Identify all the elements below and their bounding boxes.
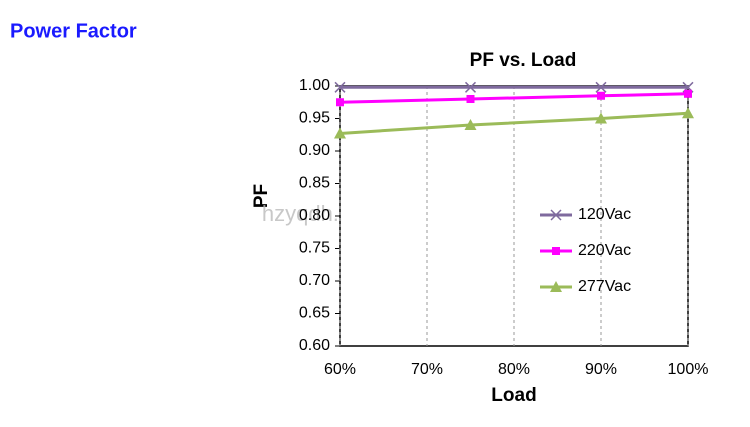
- y-tick-label: 0.80: [299, 207, 330, 224]
- marker: [552, 247, 560, 255]
- marker: [336, 98, 344, 107]
- legend-label: 277Vac: [578, 278, 631, 295]
- marker: [464, 119, 477, 130]
- y-tick-label: 0.70: [299, 272, 330, 289]
- marker: [550, 281, 562, 292]
- x-tick-label: 100%: [668, 361, 709, 378]
- x-tick-label: 70%: [411, 361, 443, 378]
- y-axis-label: PF: [251, 184, 272, 208]
- marker: [464, 81, 477, 93]
- marker: [466, 95, 475, 103]
- marker: [550, 209, 562, 221]
- marker: [595, 81, 607, 93]
- marker: [334, 81, 346, 93]
- legend-label: 120Vac: [578, 206, 631, 223]
- marker: [595, 112, 607, 124]
- y-tick-label: 0.75: [299, 240, 330, 257]
- y-tick-label: 1.00: [299, 77, 330, 94]
- x-tick-label: 80%: [498, 361, 530, 378]
- marker: [684, 89, 692, 98]
- y-tick-label: 0.85: [299, 175, 330, 192]
- legend-label: 220Vac: [578, 242, 631, 259]
- x-tick-label: 90%: [585, 361, 617, 378]
- chart-title: PF vs. Load: [470, 50, 577, 71]
- marker: [334, 127, 346, 139]
- marker: [682, 107, 694, 119]
- x-axis-label: Load: [491, 385, 536, 406]
- series-line: [339, 111, 689, 135]
- y-tick-label: 0.95: [299, 110, 330, 127]
- x-tick-label: 60%: [324, 361, 356, 378]
- y-tick-label: 0.60: [299, 337, 330, 354]
- marker: [597, 91, 605, 100]
- y-tick-label: 0.90: [299, 142, 330, 159]
- page-title: Power Factor: [10, 20, 137, 42]
- y-tick-label: 0.65: [299, 305, 330, 322]
- series-line: [339, 92, 689, 104]
